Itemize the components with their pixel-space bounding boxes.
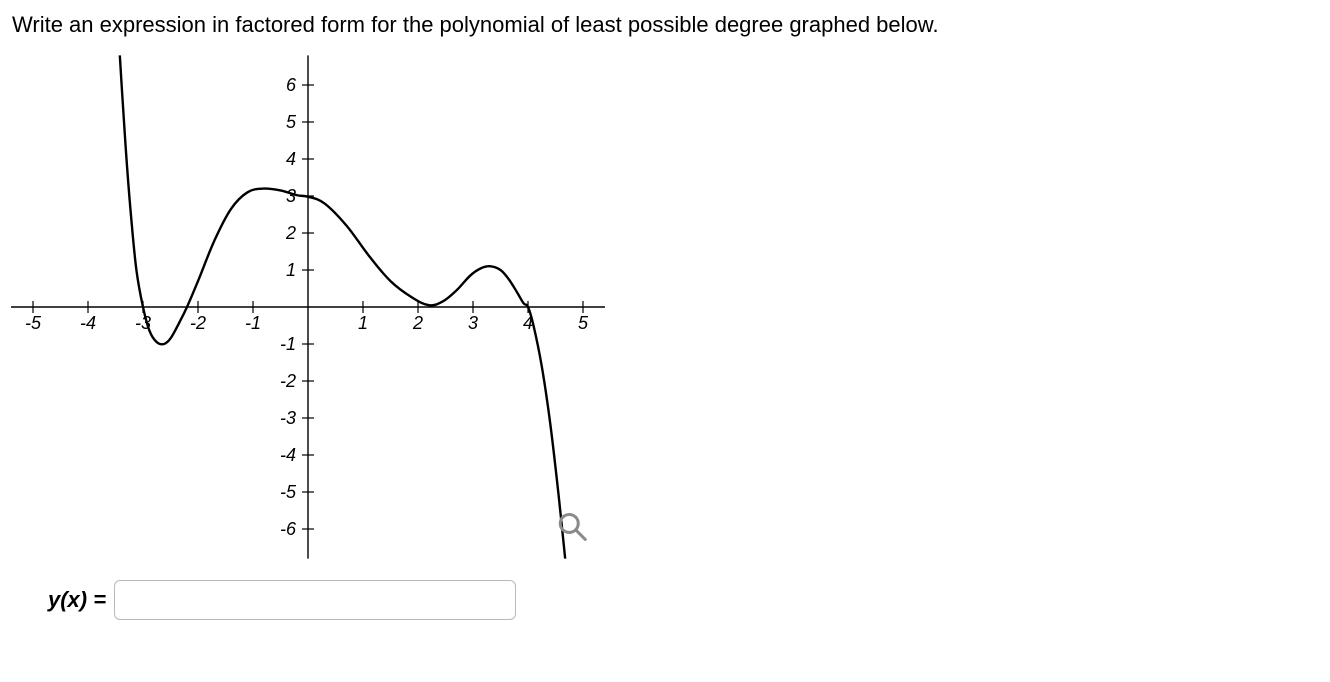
y-tick-label: 3 xyxy=(286,186,296,206)
y-tick-label: -5 xyxy=(280,482,297,502)
y-tick-label: 4 xyxy=(286,149,296,169)
question-prompt: Write an expression in factored form for… xyxy=(12,10,1320,40)
x-tick-label: -5 xyxy=(25,313,42,333)
y-tick-label: -1 xyxy=(280,334,296,354)
answer-row: y(x) = xyxy=(48,580,1322,620)
y-tick-label: -2 xyxy=(280,371,296,391)
y-tick-label: 6 xyxy=(286,75,297,95)
y-tick-label: -3 xyxy=(280,408,296,428)
x-tick-label: -2 xyxy=(190,313,206,333)
x-tick-label: 1 xyxy=(358,313,368,333)
x-tick-label: 3 xyxy=(468,313,478,333)
y-tick-label: -6 xyxy=(280,519,297,539)
yx-label: y(x) = xyxy=(48,587,106,613)
x-tick-label: 2 xyxy=(412,313,423,333)
y-tick-label: 1 xyxy=(286,260,296,280)
x-tick-label: -4 xyxy=(80,313,96,333)
answer-input[interactable] xyxy=(114,580,516,620)
y-tick-label: -4 xyxy=(280,445,296,465)
x-tick-label: 5 xyxy=(578,313,589,333)
x-tick-label: -1 xyxy=(245,313,261,333)
polynomial-graph: -5-4-3-2-112345654321-1-2-3-4-5-6 xyxy=(8,52,618,562)
y-tick-label: 5 xyxy=(286,112,297,132)
y-tick-label: 2 xyxy=(285,223,296,243)
